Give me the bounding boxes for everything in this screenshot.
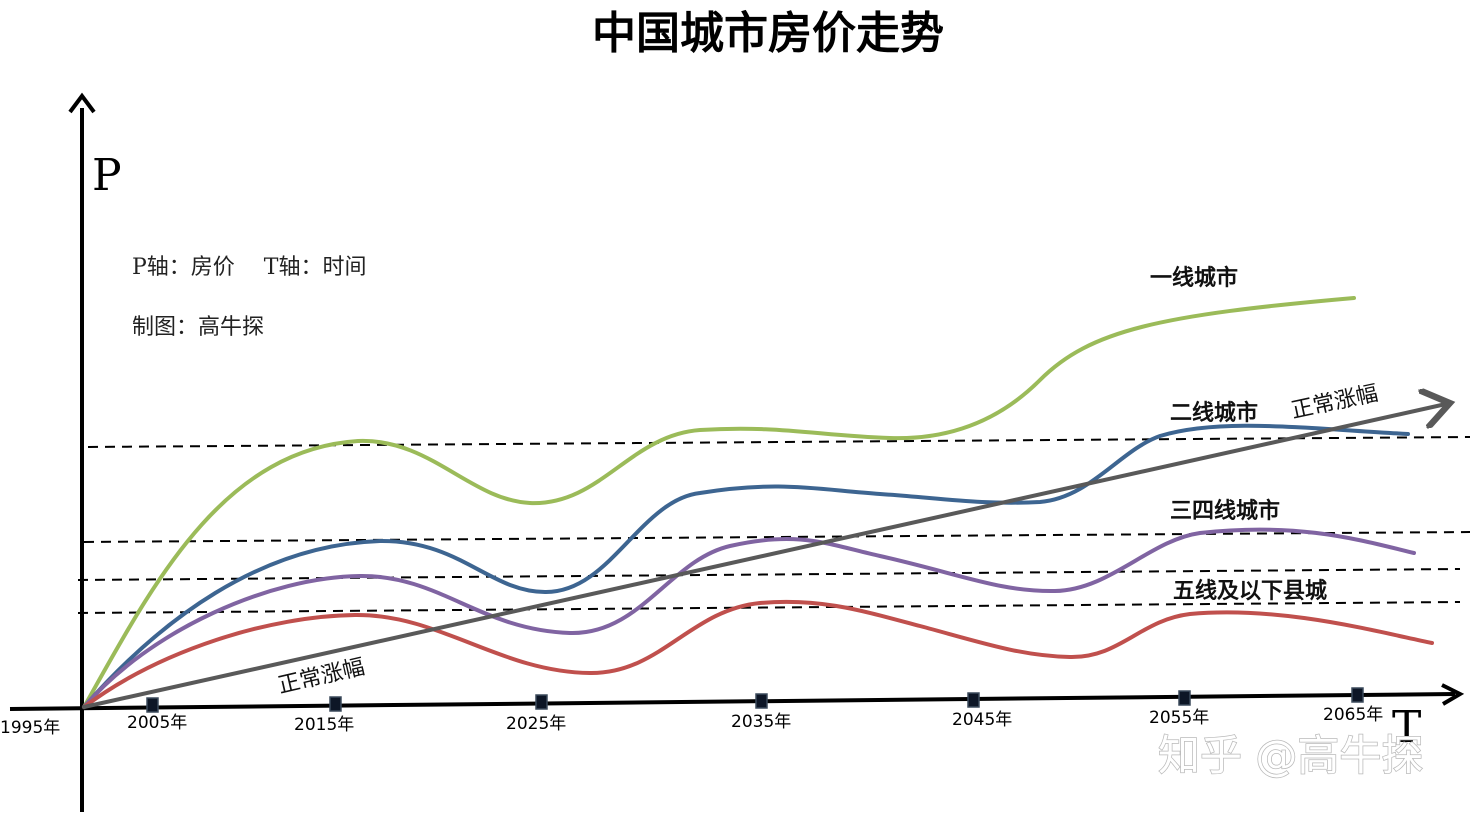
curves [82, 296, 1446, 709]
trend-line [82, 404, 1446, 709]
tick-marker-2005 [146, 697, 159, 713]
label-tier1: 一线城市 [1150, 265, 1238, 291]
axes [9, 92, 1465, 812]
tick-marker-2015 [329, 696, 342, 712]
curve-tier34 [82, 527, 1416, 709]
tick-label-2065: 2065年 [1323, 705, 1383, 725]
tick-label-2035: 2035年 [731, 712, 791, 732]
label-tier5: 五线及以下县城 [1173, 578, 1327, 604]
curve-tier1 [82, 296, 1356, 709]
x-axis [9, 692, 1456, 711]
watermark: 知乎 @高牛探 [1158, 731, 1423, 780]
curve-tier5 [82, 599, 1434, 709]
tick-marker-2035 [755, 693, 768, 709]
tick-marker-2045 [967, 692, 980, 708]
y-axis-arrow-icon [68, 92, 96, 114]
reference-line-tier5 [77, 601, 1461, 614]
tick-label-1995: 1995年 [0, 718, 60, 738]
tick-label-2025: 2025年 [506, 714, 566, 734]
axis-legend-note: P轴：房价 T轴：时间 [132, 255, 366, 280]
reference-line-tier1 [87, 436, 1470, 448]
chart-title: 中国城市房价走势 [592, 8, 944, 59]
tick-label-2045: 2045年 [952, 710, 1012, 730]
curve-tier2 [82, 423, 1410, 709]
reference-lines [77, 436, 1470, 614]
label-tier2: 二线城市 [1170, 400, 1258, 426]
tick-marker-2065 [1351, 687, 1364, 703]
x-axis-arrow-icon [1441, 683, 1465, 706]
x-tick-labels: 1995年 2005年 2015年 2025年 2035年 2045年 2055… [0, 705, 1383, 738]
tick-marker-2055 [1178, 690, 1191, 706]
tick-label-2005: 2005年 [127, 713, 187, 733]
label-trend-top: 正常涨幅 [1289, 381, 1380, 424]
reference-line-tier34 [77, 568, 1461, 581]
tick-marker-2025 [535, 694, 548, 710]
credit-note: 制图：高牛探 [132, 315, 264, 340]
x-axis-letter: T [1392, 702, 1421, 753]
tick-label-2055: 2055年 [1149, 708, 1209, 728]
x-tick-markers [146, 687, 1364, 713]
y-axis-letter: P [92, 150, 122, 201]
label-tier34: 三四线城市 [1170, 498, 1280, 524]
tick-label-2015: 2015年 [294, 715, 354, 735]
